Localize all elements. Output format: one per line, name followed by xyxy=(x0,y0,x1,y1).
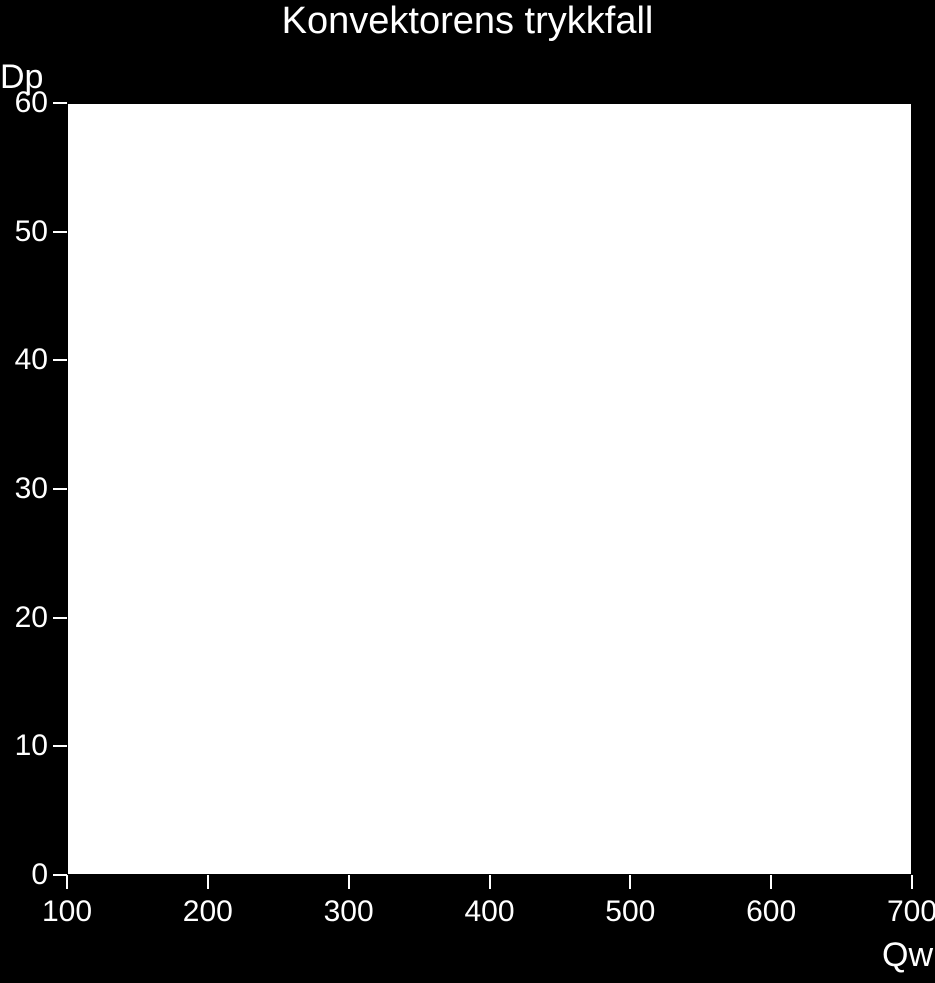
x-tick-label: 600 xyxy=(731,895,811,929)
y-tick-mark xyxy=(53,617,67,619)
y-tick-label: 20 xyxy=(0,601,48,635)
y-tick-label: 60 xyxy=(0,86,48,120)
y-tick-mark xyxy=(53,745,67,747)
y-tick-label: 30 xyxy=(0,472,48,506)
x-axis-label: Qw xyxy=(882,936,933,975)
y-tick-label: 40 xyxy=(0,343,48,377)
y-tick-mark xyxy=(53,359,67,361)
y-tick-mark xyxy=(53,102,67,104)
x-tick-label: 500 xyxy=(590,895,670,929)
y-tick-mark xyxy=(53,231,67,233)
chart-container: Konvektorens trykkfall Dp Qw 01020304050… xyxy=(0,0,935,983)
y-tick-mark xyxy=(53,874,67,876)
x-tick-mark xyxy=(66,875,68,889)
x-tick-mark xyxy=(489,875,491,889)
x-tick-label: 400 xyxy=(450,895,530,929)
plot-area xyxy=(67,103,912,875)
x-tick-label: 100 xyxy=(27,895,107,929)
x-tick-label: 700 xyxy=(872,895,935,929)
x-tick-mark xyxy=(911,875,913,889)
x-tick-mark xyxy=(629,875,631,889)
x-tick-mark xyxy=(207,875,209,889)
y-tick-label: 0 xyxy=(0,858,48,892)
y-tick-label: 10 xyxy=(0,729,48,763)
y-tick-label: 50 xyxy=(0,215,48,249)
x-tick-label: 300 xyxy=(309,895,389,929)
y-tick-mark xyxy=(53,488,67,490)
x-tick-mark xyxy=(348,875,350,889)
x-tick-label: 200 xyxy=(168,895,248,929)
x-tick-mark xyxy=(770,875,772,889)
chart-title: Konvektorens trykkfall xyxy=(0,0,935,43)
